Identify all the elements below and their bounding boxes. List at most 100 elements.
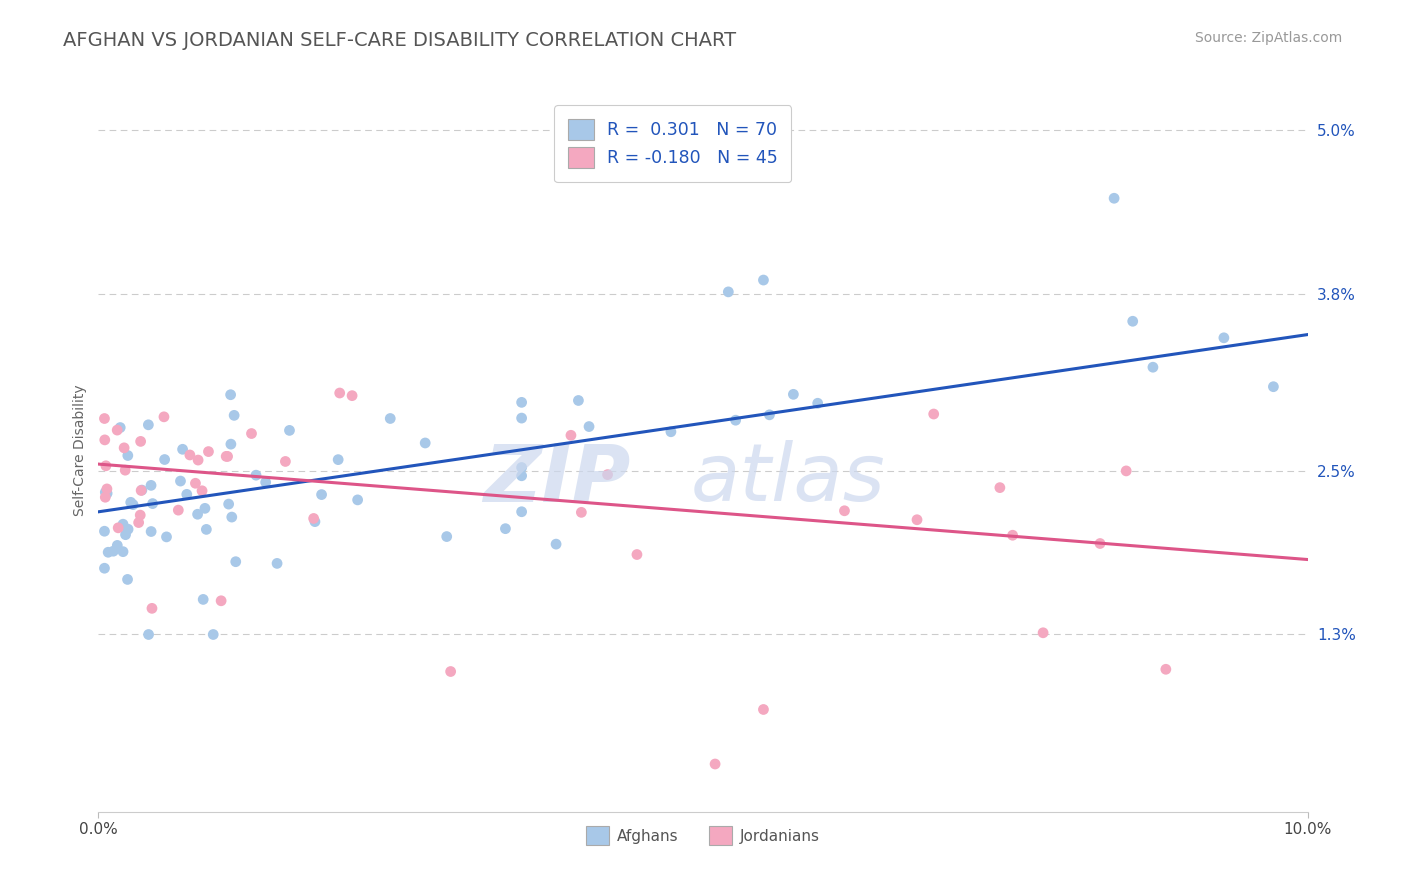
Point	[221, 510, 243, 524]
Point	[922, 407, 945, 421]
Point	[155, 530, 177, 544]
Point	[191, 483, 214, 498]
Point	[510, 411, 533, 425]
Point	[1115, 464, 1137, 478]
Point	[94, 458, 117, 473]
Point	[114, 527, 136, 541]
Point	[96, 482, 118, 496]
Point	[153, 452, 176, 467]
Point	[112, 544, 135, 558]
Y-axis label: Self-Care Disability: Self-Care Disability	[73, 384, 87, 516]
Point	[510, 460, 533, 475]
Point	[94, 485, 117, 500]
Point	[215, 450, 238, 464]
Point	[567, 393, 589, 408]
Point	[97, 545, 120, 559]
Point	[834, 504, 856, 518]
Point	[494, 522, 516, 536]
Point	[328, 452, 350, 467]
Point	[105, 423, 128, 437]
Point	[219, 437, 242, 451]
Point	[1032, 625, 1054, 640]
Point	[93, 411, 115, 425]
Point	[209, 594, 232, 608]
Point	[114, 463, 136, 477]
Point	[329, 386, 352, 401]
Point	[510, 395, 533, 409]
Text: ZIP: ZIP	[484, 441, 630, 518]
Point	[758, 408, 780, 422]
Text: AFGHAN VS JORDANIAN SELF-CARE DISABILITY CORRELATION CHART: AFGHAN VS JORDANIAN SELF-CARE DISABILITY…	[63, 31, 737, 50]
Point	[274, 454, 297, 468]
Point	[1088, 536, 1111, 550]
Point	[153, 409, 176, 424]
Point	[240, 426, 263, 441]
Point	[120, 495, 142, 509]
Point	[905, 513, 928, 527]
Point	[176, 487, 198, 501]
Point	[94, 490, 117, 504]
Point	[179, 448, 201, 462]
Point	[304, 515, 326, 529]
Point	[560, 428, 582, 442]
Point	[1001, 528, 1024, 542]
Point	[217, 450, 239, 464]
Point	[93, 524, 115, 539]
Point	[510, 505, 533, 519]
Text: atlas: atlas	[690, 441, 884, 518]
Point	[245, 468, 267, 483]
Point	[139, 478, 162, 492]
Point	[184, 476, 207, 491]
Point	[724, 413, 747, 427]
Point	[141, 601, 163, 615]
Point	[340, 389, 363, 403]
Point	[988, 481, 1011, 495]
Point	[717, 285, 740, 299]
Point	[129, 483, 152, 498]
Point	[546, 537, 568, 551]
Point	[1122, 314, 1144, 328]
Point	[1142, 360, 1164, 375]
Point	[187, 453, 209, 467]
Point	[139, 524, 162, 539]
Point	[278, 424, 301, 438]
Point	[1212, 331, 1234, 345]
Point	[93, 561, 115, 575]
Point	[266, 557, 288, 571]
Point	[172, 442, 194, 457]
Point	[413, 436, 436, 450]
Point	[1102, 191, 1125, 205]
Point	[117, 449, 139, 463]
Point	[704, 757, 727, 772]
Point	[596, 467, 619, 482]
Point	[131, 483, 153, 497]
Point	[117, 573, 139, 587]
Point	[807, 396, 830, 410]
Point	[578, 419, 600, 434]
Point	[510, 468, 533, 483]
Point	[1154, 662, 1177, 676]
Point	[626, 548, 648, 562]
Point	[224, 409, 246, 423]
Point	[193, 592, 215, 607]
Point	[194, 501, 217, 516]
Point	[197, 444, 219, 458]
Point	[103, 544, 125, 558]
Point	[107, 521, 129, 535]
Point	[1263, 380, 1285, 394]
Point	[254, 475, 277, 490]
Legend: Afghans, Jordanians: Afghans, Jordanians	[581, 820, 825, 851]
Text: Source: ZipAtlas.com: Source: ZipAtlas.com	[1195, 31, 1343, 45]
Point	[112, 441, 135, 455]
Point	[142, 497, 165, 511]
Point	[138, 417, 160, 432]
Point	[436, 530, 458, 544]
Point	[94, 433, 117, 447]
Point	[346, 492, 368, 507]
Point	[110, 420, 132, 434]
Point	[117, 522, 139, 536]
Point	[169, 474, 191, 488]
Point	[752, 273, 775, 287]
Point	[195, 523, 218, 537]
Point	[187, 508, 209, 522]
